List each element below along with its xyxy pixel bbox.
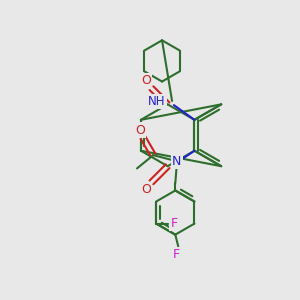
Text: NH: NH xyxy=(148,95,166,108)
Text: O: O xyxy=(141,183,151,196)
Text: F: F xyxy=(173,248,180,261)
Text: O: O xyxy=(141,74,151,87)
Text: O: O xyxy=(135,124,145,136)
Text: N: N xyxy=(172,154,182,167)
Text: F: F xyxy=(170,217,177,230)
